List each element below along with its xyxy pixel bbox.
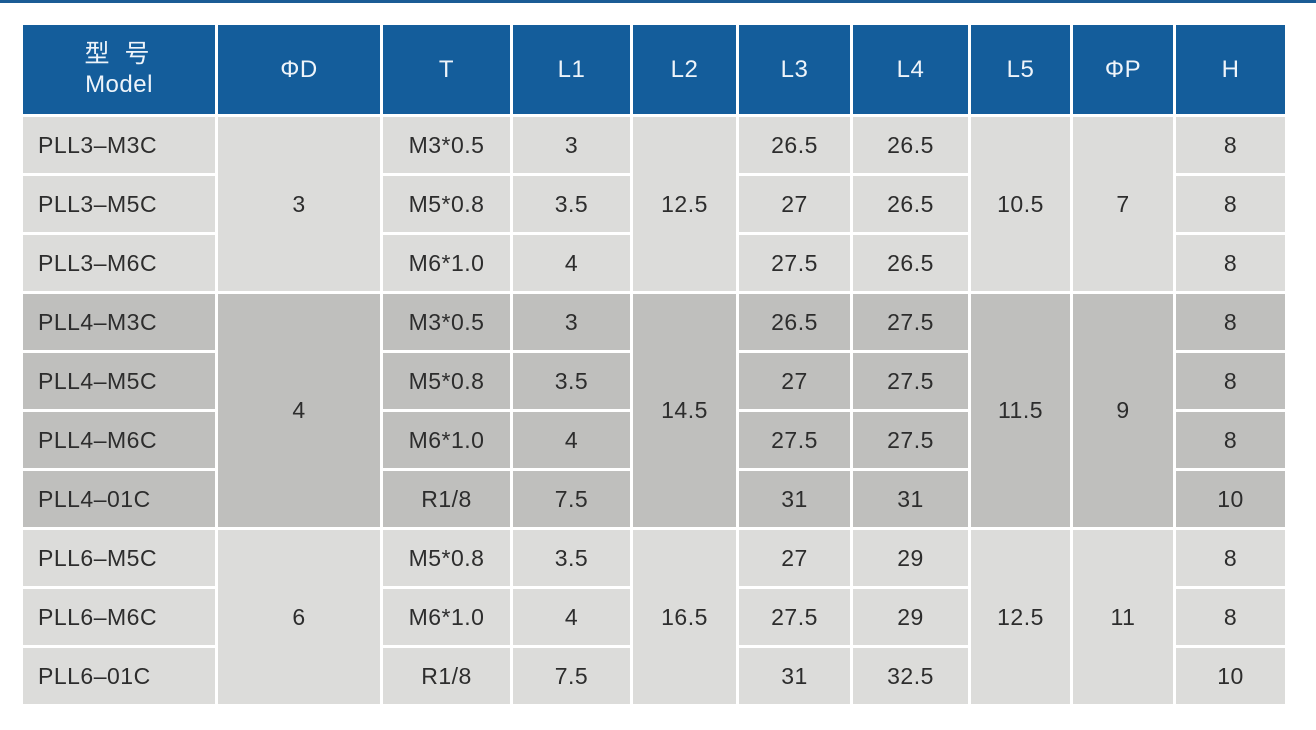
L3-cell: 27.5 [739, 235, 850, 291]
header-model-en: Model [85, 71, 153, 99]
H-cell: 8 [1176, 353, 1285, 409]
T-cell: M6*1.0 [383, 235, 510, 291]
T-cell: R1/8 [383, 648, 510, 704]
table-row: PLL4–01C R1/8 7.5 31 31 10 [23, 471, 1285, 527]
table-row: PLL6–M5C 6 M5*0.8 3.5 16.5 27 29 12.5 11… [23, 530, 1285, 704]
phiP-cell: 7 [1073, 117, 1173, 291]
L2-cell: 14.5 [633, 294, 736, 527]
L1-cell: 3.5 [513, 530, 630, 586]
L2-cell: 16.5 [633, 530, 736, 704]
L3-cell: 31 [739, 648, 850, 704]
L1-cell: 4 [513, 235, 630, 291]
model-cell: PLL4–M5C [23, 353, 215, 409]
L4-cell: 29 [853, 530, 968, 586]
header-L1: L1 [513, 25, 630, 114]
H-cell: 8 [1176, 589, 1285, 645]
L4-cell: 27.5 [853, 353, 968, 409]
header-phiD: ΦD [218, 25, 380, 114]
L1-cell: 4 [513, 412, 630, 468]
table-row: PLL3–M6C M6*1.0 4 27.5 26.5 8 [23, 235, 1285, 291]
L5-cell: 12.5 [971, 530, 1070, 704]
spec-table: 型 号 Model ΦD T L1 L2 L3 L4 L5 ΦP H PLL3–… [20, 22, 1288, 707]
L1-cell: 3 [513, 117, 630, 173]
table-body: PLL3–M3C 3 M3*0.5 3 12.5 26.5 26.5 10.5 … [23, 117, 1285, 704]
table-header: 型 号 Model ΦD T L1 L2 L3 L4 L5 ΦP H [23, 25, 1285, 114]
table-row: PLL6–01C R1/8 7.5 31 32.5 10 [23, 648, 1285, 704]
L1-cell: 3 [513, 294, 630, 350]
H-cell: 10 [1176, 471, 1285, 527]
model-cell: PLL3–M3C [23, 117, 215, 173]
table-row: PLL3–M3C 3 M3*0.5 3 12.5 26.5 26.5 10.5 … [23, 117, 1285, 291]
L1-cell: 7.5 [513, 648, 630, 704]
header-L3: L3 [739, 25, 850, 114]
L4-cell: 26.5 [853, 117, 968, 173]
table-row: PLL6–M6C M6*1.0 4 27.5 29 8 [23, 589, 1285, 645]
L3-cell: 31 [739, 471, 850, 527]
L4-cell: 26.5 [853, 176, 968, 232]
model-cell: PLL4–M3C [23, 294, 215, 350]
table-row: PLL4–M6C M6*1.0 4 27.5 27.5 8 [23, 412, 1285, 468]
model-cell: PLL3–M6C [23, 235, 215, 291]
L4-cell: 31 [853, 471, 968, 527]
L4-cell: 32.5 [853, 648, 968, 704]
header-model: 型 号 Model [23, 25, 215, 114]
L5-cell: 10.5 [971, 117, 1070, 291]
T-cell: M3*0.5 [383, 294, 510, 350]
phiD-cell: 6 [218, 530, 380, 704]
L4-cell: 27.5 [853, 412, 968, 468]
L1-cell: 4 [513, 589, 630, 645]
table-row: PLL4–M5C M5*0.8 3.5 27 27.5 8 [23, 353, 1285, 409]
L5-cell: 11.5 [971, 294, 1070, 527]
H-cell: 10 [1176, 648, 1285, 704]
L3-cell: 27 [739, 176, 850, 232]
L4-cell: 29 [853, 589, 968, 645]
header-phiP: ΦP [1073, 25, 1173, 114]
L2-cell: 12.5 [633, 117, 736, 291]
L3-cell: 27.5 [739, 412, 850, 468]
model-cell: PLL4–M6C [23, 412, 215, 468]
L1-cell: 3.5 [513, 176, 630, 232]
H-cell: 8 [1176, 176, 1285, 232]
table-row: PLL3–M5C M5*0.8 3.5 27 26.5 8 [23, 176, 1285, 232]
header-H: H [1176, 25, 1285, 114]
model-cell: PLL6–M5C [23, 530, 215, 586]
header-L5: L5 [971, 25, 1070, 114]
top-border-line [0, 0, 1316, 3]
L4-cell: 27.5 [853, 294, 968, 350]
phiP-cell: 9 [1073, 294, 1173, 527]
H-cell: 8 [1176, 530, 1285, 586]
T-cell: R1/8 [383, 471, 510, 527]
header-row: 型 号 Model ΦD T L1 L2 L3 L4 L5 ΦP H [23, 25, 1285, 114]
phiD-cell: 4 [218, 294, 380, 527]
T-cell: M6*1.0 [383, 589, 510, 645]
header-L2: L2 [633, 25, 736, 114]
L1-cell: 7.5 [513, 471, 630, 527]
L4-cell: 26.5 [853, 235, 968, 291]
header-L4: L4 [853, 25, 968, 114]
model-cell: PLL3–M5C [23, 176, 215, 232]
L3-cell: 27 [739, 530, 850, 586]
H-cell: 8 [1176, 412, 1285, 468]
phiD-cell: 3 [218, 117, 380, 291]
model-cell: PLL6–M6C [23, 589, 215, 645]
L3-cell: 27.5 [739, 589, 850, 645]
table-row: PLL4–M3C 4 M3*0.5 3 14.5 26.5 27.5 11.5 … [23, 294, 1285, 527]
H-cell: 8 [1176, 117, 1285, 173]
H-cell: 8 [1176, 235, 1285, 291]
header-T: T [383, 25, 510, 114]
T-cell: M6*1.0 [383, 412, 510, 468]
model-cell: PLL6–01C [23, 648, 215, 704]
H-cell: 8 [1176, 294, 1285, 350]
T-cell: M5*0.8 [383, 353, 510, 409]
T-cell: M3*0.5 [383, 117, 510, 173]
L3-cell: 27 [739, 353, 850, 409]
L1-cell: 3.5 [513, 353, 630, 409]
phiP-cell: 11 [1073, 530, 1173, 704]
L3-cell: 26.5 [739, 117, 850, 173]
L3-cell: 26.5 [739, 294, 850, 350]
T-cell: M5*0.8 [383, 530, 510, 586]
header-model-zh: 型 号 [84, 39, 154, 68]
T-cell: M5*0.8 [383, 176, 510, 232]
model-cell: PLL4–01C [23, 471, 215, 527]
